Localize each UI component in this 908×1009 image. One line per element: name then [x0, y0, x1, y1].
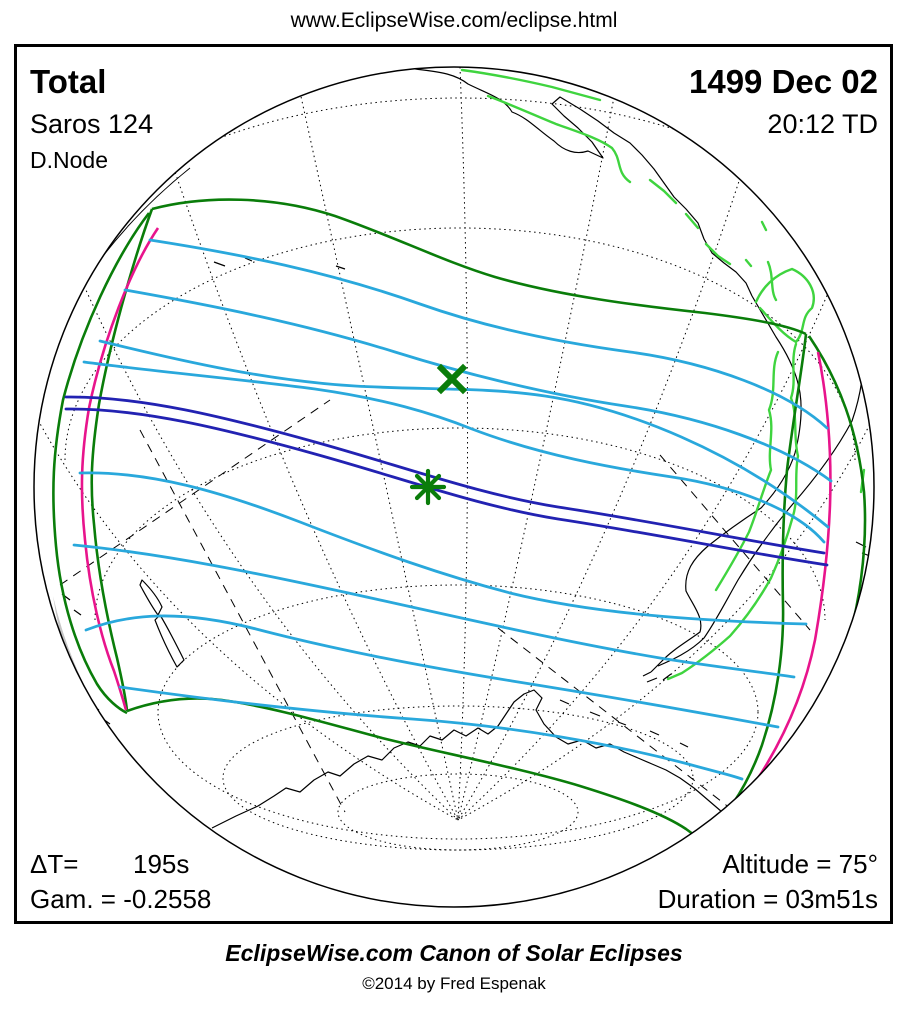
penumbral-limit-west-inner: [90, 208, 154, 712]
delta-t-line: ΔT= 195s: [30, 849, 189, 879]
parallel-line: [337, 773, 579, 851]
coast-south-america-west: [650, 295, 802, 673]
contour-line: [123, 288, 833, 483]
penumbral-limit-north: [151, 198, 807, 336]
contour-line: [148, 238, 829, 430]
gamma-line: Gam. = -0.2558: [30, 884, 211, 914]
coast-south-america-east: [657, 330, 865, 667]
dashed-line: [139, 429, 346, 813]
contour-line: [72, 543, 796, 679]
header-url: www.EclipseWise.com/eclipse.html: [290, 9, 618, 32]
sunset-curve-west: [80, 227, 160, 711]
highlight-line: [714, 350, 780, 592]
contour-line: [78, 471, 808, 626]
penumbral-limit-east-inner: [702, 333, 808, 841]
coast-tierra-del-fuego: [642, 671, 672, 683]
dashed-line: [659, 454, 811, 631]
greatest-eclipse-asterisk-marker: [409, 468, 447, 506]
delta-t-value: 195s: [133, 849, 189, 879]
saros-label: Saros 124: [30, 109, 153, 139]
node-label: D.Node: [30, 147, 108, 173]
contour-line: [84, 614, 780, 729]
parallel-line: [64, 227, 856, 461]
footer-title: EclipseWise.com Canon of Solar Eclipses: [225, 940, 682, 966]
globe-rim: [33, 66, 875, 908]
geography-highlights: [460, 68, 866, 681]
delta-t-label: ΔT=: [30, 849, 78, 879]
parallel-line: [157, 584, 759, 840]
contour-line: [118, 685, 744, 781]
umbral-path-north-limit: [64, 395, 826, 555]
eclipse-time: 20:12 TD: [767, 109, 878, 139]
umbral-path-south-limit: [64, 407, 829, 567]
meridian-line: [457, 419, 873, 821]
meridian-line: [79, 276, 459, 821]
eclipse-type-label: Total: [30, 63, 106, 100]
coast-pacific-islands: [213, 257, 346, 270]
dashed-line: [59, 399, 331, 586]
coast-north-america: [403, 67, 753, 297]
penumbral-limit-west-outer: [52, 212, 151, 715]
greatest-duration-x-marker: [436, 363, 468, 395]
dashed-line: [497, 627, 736, 813]
coast-antarctic-islands: [559, 699, 689, 748]
eclipse-date: 1499 Dec 02: [689, 63, 878, 100]
highlight-line: [648, 178, 732, 266]
highlight-line: [744, 220, 778, 302]
meridian-line: [171, 162, 459, 821]
highlight-line: [460, 68, 602, 102]
highlight-line: [666, 342, 800, 681]
parallel-line: [222, 705, 694, 851]
umbral-path: [64, 395, 829, 567]
highlight-line: [754, 267, 815, 344]
highlight-line: [486, 94, 632, 184]
meridian-line: [457, 162, 746, 821]
map-frame: [14, 44, 893, 924]
globe-disc: [34, 67, 874, 907]
footer-copyright: ©2014 by Fred Espenak: [362, 974, 546, 993]
penumbral-limit-curves: [52, 198, 867, 844]
duration-line: Duration = 03m51s: [658, 884, 878, 914]
contour-line: [82, 360, 826, 544]
altitude-line: Altitude = 75°: [722, 849, 878, 879]
eclipse-markers: [409, 363, 468, 506]
coast-antarctica: [211, 689, 749, 841]
